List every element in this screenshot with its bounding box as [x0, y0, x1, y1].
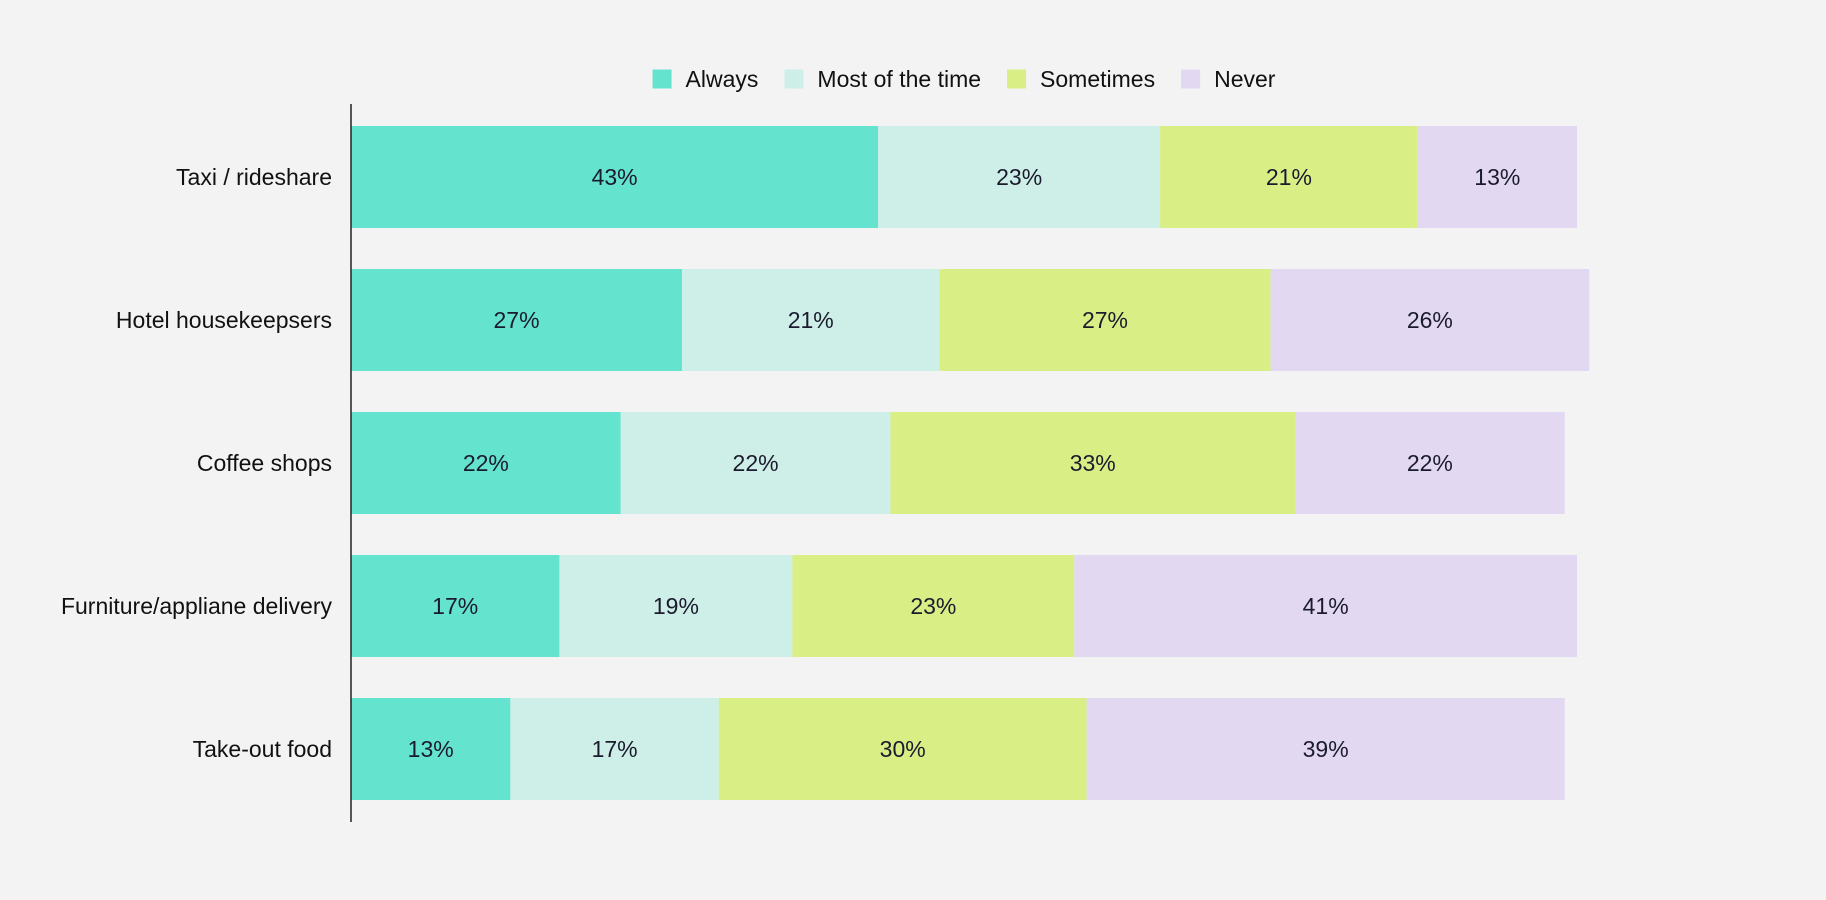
- data-label-take-out-food-sometimes: 30%: [880, 736, 926, 762]
- category-label-furniture-appliane-delivery: Furniture/appliane delivery: [61, 593, 333, 619]
- data-label-taxi-rideshare-always: 43%: [592, 164, 638, 190]
- data-label-furniture-appliane-delivery-most-of-the-time: 19%: [653, 593, 699, 619]
- bars-area: 43% 23% 21% 13%27% 21% 27% 26%22% 22% 33% 22%17% 1…: [351, 126, 1590, 800]
- bar-segment-furniture-appliane-delivery-never: [1074, 555, 1577, 657]
- data-label-take-out-food-most-of-the-time: 17%: [592, 736, 638, 762]
- data-label-take-out-food-never: 39%: [1303, 736, 1349, 762]
- legend-item-most-of-the-time: Most of the time: [784, 66, 981, 92]
- legend-label-sometimes: Sometimes: [1040, 66, 1155, 92]
- data-label-coffee-shops-always: 22%: [463, 450, 509, 476]
- bar-segment-take-out-food-most-of-the-time: [510, 698, 719, 800]
- category-label-take-out-food: Take-out food: [193, 736, 332, 762]
- bar-row-hotel-housekeepsers: 27% 21% 27% 26%: [351, 269, 1590, 371]
- bar-segment-taxi-rideshare-most-of-the-time: [878, 126, 1161, 228]
- bar-row-take-out-food: 13% 17% 30% 39%: [351, 698, 1565, 800]
- bar-segment-coffee-shops-never: [1295, 412, 1565, 514]
- data-label-coffee-shops-never: 22%: [1407, 450, 1453, 476]
- legend-swatch-never: [1181, 69, 1201, 89]
- legend-label-most-of-the-time: Most of the time: [817, 66, 981, 92]
- data-label-hotel-housekeepsers-always: 27%: [493, 307, 539, 333]
- bar-segment-take-out-food-always: [351, 698, 511, 800]
- legend-item-always: Always: [652, 66, 759, 92]
- bar-segment-hotel-housekeepsers-sometimes: [939, 269, 1271, 371]
- bar-segment-taxi-rideshare-never: [1417, 126, 1577, 228]
- data-label-hotel-housekeepsers-never: 26%: [1407, 307, 1453, 333]
- bar-segment-coffee-shops-most-of-the-time: [620, 412, 891, 514]
- data-label-taxi-rideshare-never: 13%: [1474, 164, 1520, 190]
- data-label-hotel-housekeepsers-sometimes: 27%: [1082, 307, 1128, 333]
- data-label-hotel-housekeepsers-most-of-the-time: 21%: [788, 307, 834, 333]
- bar-segment-take-out-food-never: [1086, 698, 1565, 800]
- category-label-coffee-shops: Coffee shops: [197, 450, 332, 476]
- bar-row-taxi-rideshare: 43% 23% 21% 13%: [351, 126, 1577, 228]
- legend-swatch-sometimes: [1007, 69, 1027, 89]
- legend-swatch-most-of-the-time: [784, 69, 804, 89]
- bar-segment-furniture-appliane-delivery-always: [351, 555, 560, 657]
- bar-segment-taxi-rideshare-always: [351, 126, 879, 228]
- bar-segment-taxi-rideshare-sometimes: [1160, 126, 1418, 228]
- data-label-coffee-shops-sometimes: 33%: [1070, 450, 1116, 476]
- bar-row-coffee-shops: 22% 22% 33% 22%: [351, 412, 1565, 514]
- legend-label-always: Always: [686, 66, 759, 92]
- bar-row-furniture-appliane-delivery: 17% 19% 23% 41%: [351, 555, 1577, 657]
- bar-segment-take-out-food-sometimes: [718, 698, 1087, 800]
- data-label-taxi-rideshare-sometimes: 21%: [1266, 164, 1312, 190]
- legend: Always Most of the time Sometimes Never: [652, 66, 1276, 92]
- legend-item-never: Never: [1181, 66, 1276, 92]
- data-label-furniture-appliane-delivery-sometimes: 23%: [910, 593, 956, 619]
- data-label-taxi-rideshare-most-of-the-time: 23%: [996, 164, 1042, 190]
- bar-segment-furniture-appliane-delivery-sometimes: [792, 555, 1075, 657]
- bar-segment-coffee-shops-always: [351, 412, 621, 514]
- bar-segment-hotel-housekeepsers-never: [1270, 269, 1590, 371]
- data-label-furniture-appliane-delivery-never: 41%: [1303, 593, 1349, 619]
- bar-segment-coffee-shops-sometimes: [890, 412, 1296, 514]
- data-label-coffee-shops-most-of-the-time: 22%: [733, 450, 779, 476]
- category-labels: Taxi / rideshare Hotel housekeepsers Coffe…: [61, 164, 333, 762]
- bar-segment-hotel-housekeepsers-most-of-the-time: [682, 269, 940, 371]
- legend-swatch-always: [652, 69, 672, 89]
- bar-segment-hotel-housekeepsers-always: [351, 269, 683, 371]
- legend-item-sometimes: Sometimes: [1007, 66, 1155, 92]
- data-label-take-out-food-always: 13%: [408, 736, 454, 762]
- category-label-hotel-housekeepsers: Hotel housekeepsers: [116, 307, 332, 333]
- data-label-furniture-appliane-delivery-always: 17%: [432, 593, 478, 619]
- legend-label-never: Never: [1214, 66, 1276, 92]
- bar-segment-furniture-appliane-delivery-most-of-the-time: [559, 555, 793, 657]
- category-label-taxi-rideshare: Taxi / rideshare: [176, 164, 332, 190]
